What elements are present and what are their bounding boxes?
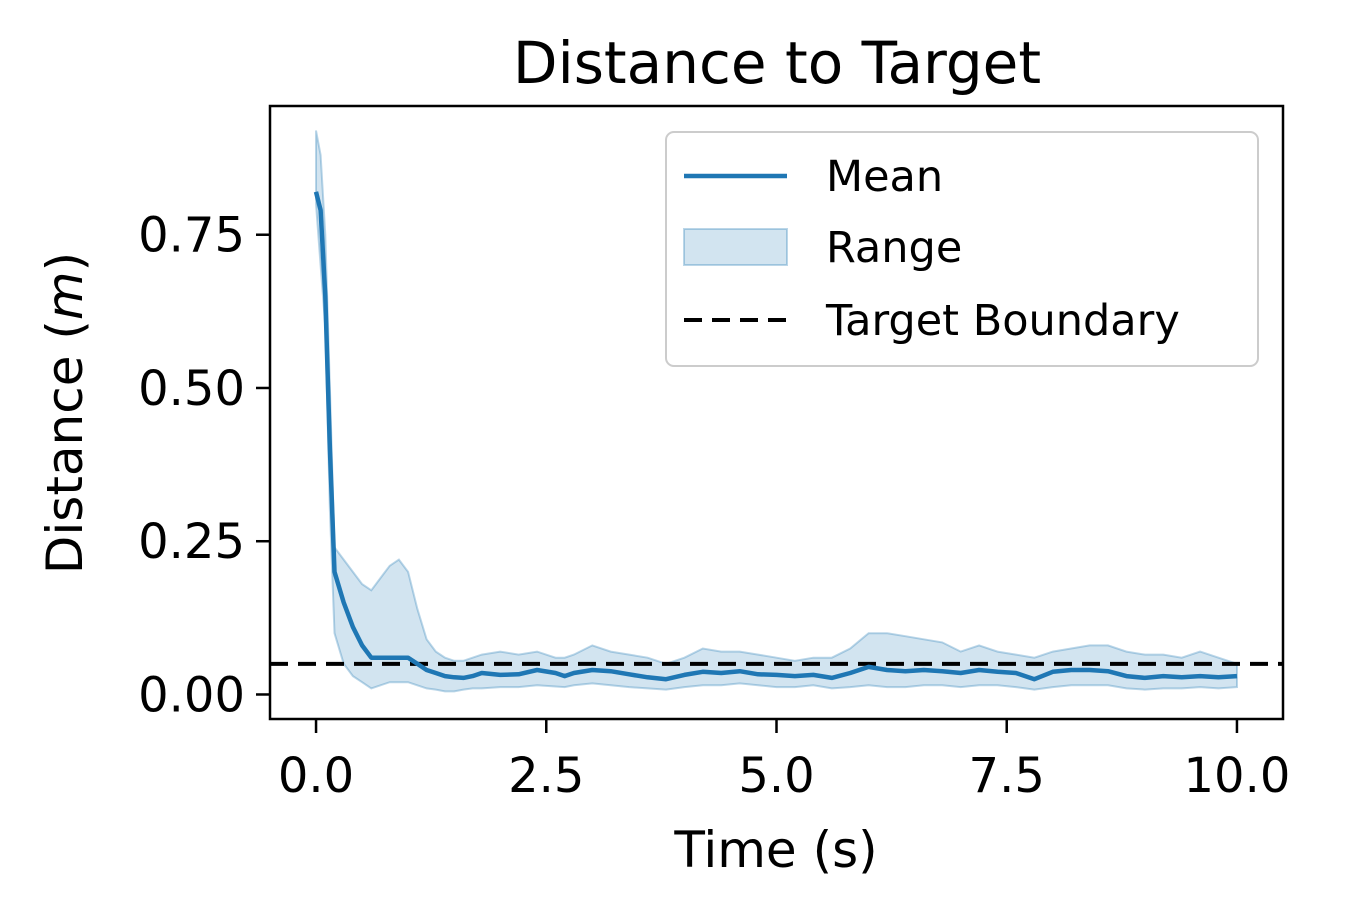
legend-mean-label: Mean [826,152,943,202]
legend-boundary-label: Target Boundary [825,296,1180,346]
x-tick-label: 5.0 [738,748,814,804]
y-tick-label: 0.50 [138,361,245,417]
mean-line [313,191,1238,682]
legend-range-swatch [683,228,788,266]
y-axis-label: Distance (m) [36,252,94,574]
range-band [315,130,1238,693]
legend-range-label: Range [826,223,962,273]
x-tick-label: 7.5 [969,748,1045,804]
x-tick-label: 2.5 [508,748,584,804]
y-tick-label: 0.75 [138,208,245,264]
y-axis: 0.00 0.25 0.50 0.75 [138,208,270,723]
legend: Mean Range Target Boundary [665,131,1259,367]
x-tick-label: 0.0 [278,748,354,804]
chart-title: Distance to Target [513,29,1041,97]
y-tick-label: 0.00 [138,667,245,723]
x-tick-label: 10.0 [1184,748,1291,804]
x-axis-label: Time (s) [673,821,877,879]
y-tick-label: 0.25 [138,514,245,570]
legend-box [665,131,1259,367]
x-axis: 0.0 2.5 5.0 7.5 10.0 [278,719,1291,804]
plot-area [270,130,1283,693]
